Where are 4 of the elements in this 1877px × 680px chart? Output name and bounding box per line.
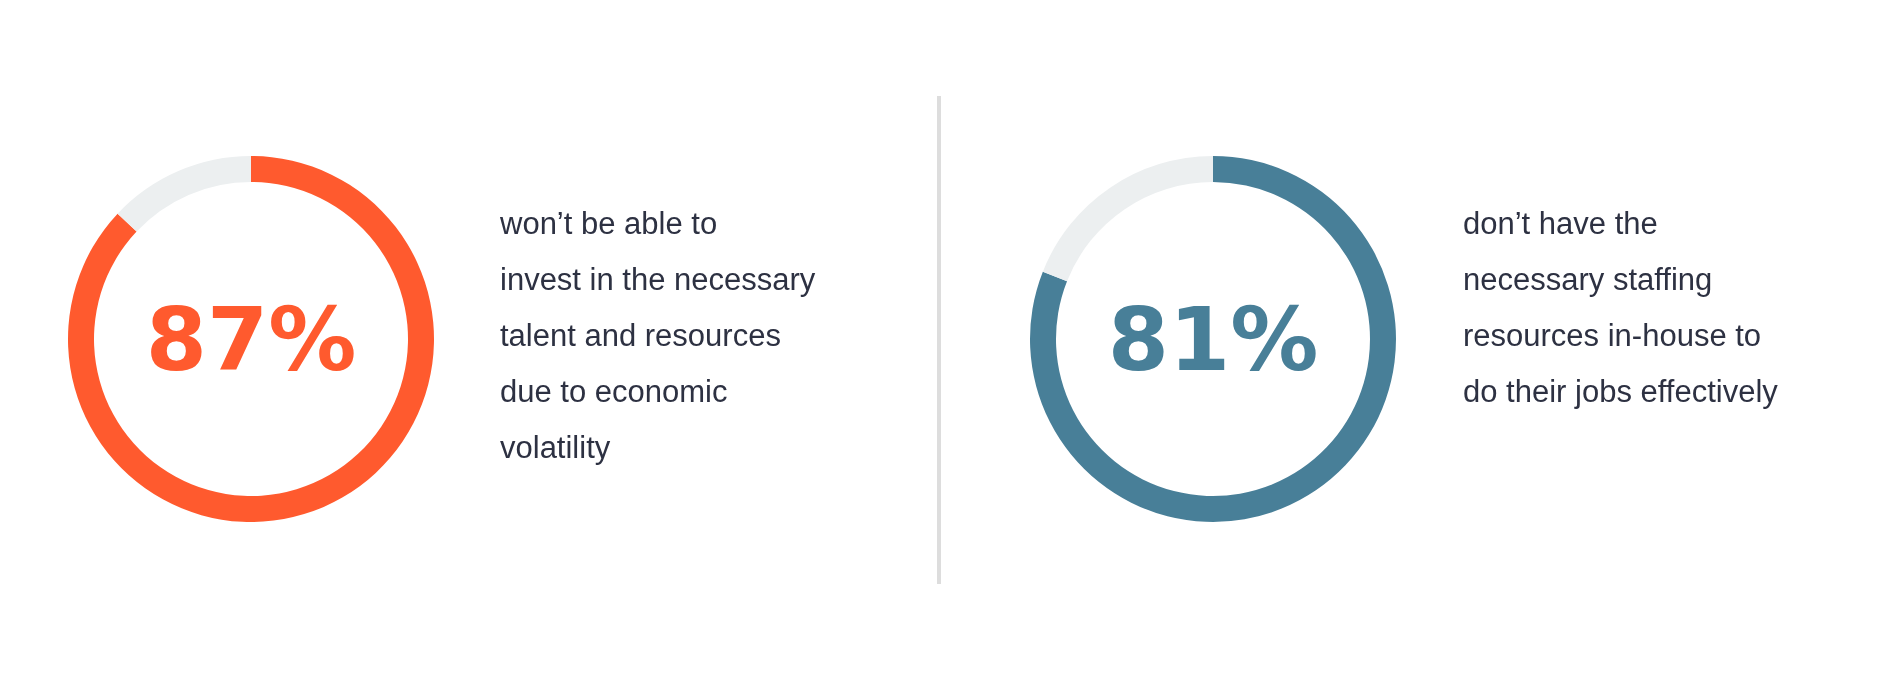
data-label: 81% bbox=[1107, 287, 1319, 391]
text: won’t be able to invest in the necessary talent and resources due to economic volatility bbox=[499, 205, 824, 465]
text: don’t have the necessary staffing resources in-house to do their jobs effectively bbox=[1463, 205, 1779, 409]
data-label: 87% bbox=[145, 287, 357, 391]
